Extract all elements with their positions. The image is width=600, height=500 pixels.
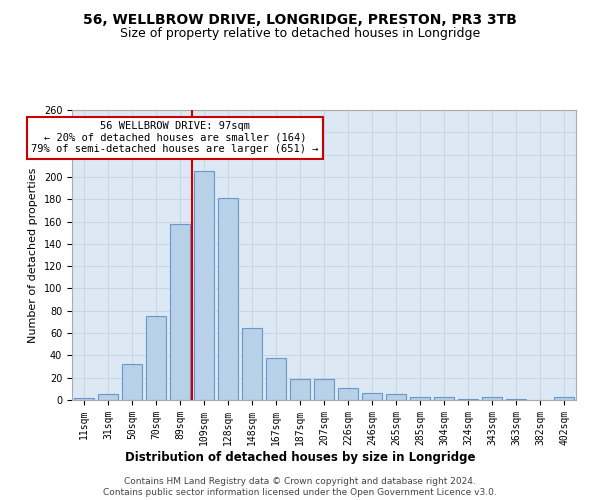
Bar [386,394,406,400]
Bar [338,388,358,400]
Bar [74,398,94,400]
Bar [146,316,166,400]
Bar [458,399,478,400]
Bar [314,379,334,400]
Text: Contains public sector information licensed under the Open Government Licence v3: Contains public sector information licen… [103,488,497,497]
Bar [506,399,526,400]
Text: 56 WELLBROW DRIVE: 97sqm
← 20% of detached houses are smaller (164)
79% of semi-: 56 WELLBROW DRIVE: 97sqm ← 20% of detach… [31,121,319,154]
Bar [554,396,574,400]
Bar [362,394,382,400]
Bar [218,198,238,400]
Text: Contains HM Land Registry data © Crown copyright and database right 2024.: Contains HM Land Registry data © Crown c… [124,476,476,486]
Bar [434,396,454,400]
Bar [122,364,142,400]
Bar [194,172,214,400]
Text: 56, WELLBROW DRIVE, LONGRIDGE, PRESTON, PR3 3TB: 56, WELLBROW DRIVE, LONGRIDGE, PRESTON, … [83,12,517,26]
Text: Size of property relative to detached houses in Longridge: Size of property relative to detached ho… [120,28,480,40]
Text: Distribution of detached houses by size in Longridge: Distribution of detached houses by size … [125,451,475,464]
Bar [98,394,118,400]
Bar [482,396,502,400]
Bar [290,379,310,400]
Bar [242,328,262,400]
Y-axis label: Number of detached properties: Number of detached properties [28,168,38,342]
Bar [266,358,286,400]
Bar [410,396,430,400]
Bar [170,224,190,400]
